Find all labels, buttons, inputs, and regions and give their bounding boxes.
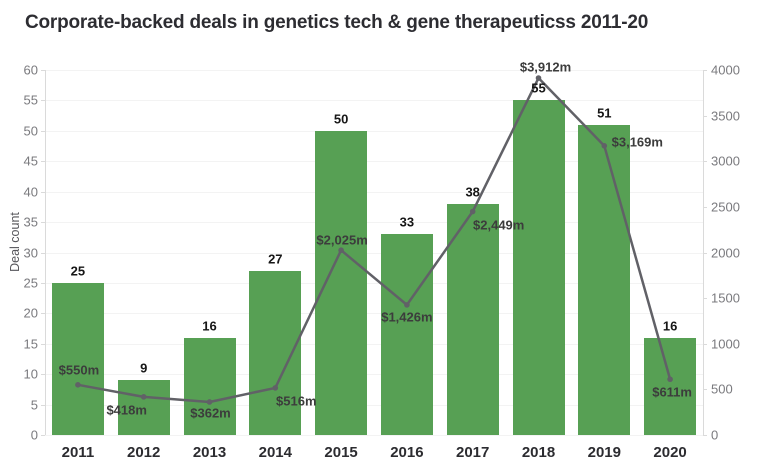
gridline [45,404,703,406]
left-axis-tick-label: 55 [23,92,38,108]
x-axis-tick-label: 2012 [127,444,161,461]
left-axis-tick-label: 0 [30,427,38,443]
deal-count-bar [51,282,104,435]
left-axis-tick-label: 5 [30,397,38,413]
right-axis-tick-label: 2500 [711,199,740,215]
deal-count-label: 16 [662,318,678,334]
x-axis-tick-label: 2011 [61,444,95,461]
deal-value-label: $1,426m [381,309,433,325]
right-axis-tick [703,389,707,391]
right-axis-tick-label: 2000 [711,245,740,260]
left-axis-tick-label: 40 [23,184,38,200]
deal-count-bar [512,100,565,435]
right-axis-line [703,70,704,435]
deal-count-label: 16 [202,318,217,334]
gridline [45,435,703,436]
deal-value-label: $3,912m [519,59,572,75]
left-axis-tick [41,130,45,132]
chart-title: Corporate-backed deals in genetics tech … [25,12,649,33]
deal-count-bar [578,124,631,435]
left-axis-tick [41,404,45,406]
deal-count-bar [315,130,368,435]
right-axis-tick [703,206,707,208]
left-axis-tick-label: 10 [23,366,38,382]
left-axis-tick [41,282,45,284]
left-axis-tick [41,435,45,436]
x-axis-tick-label: 2018 [521,444,556,461]
left-axis-tick [41,100,45,102]
deal-value-label: $550m [58,362,100,378]
x-axis-tick-label: 2017 [456,444,490,461]
deal-count-label: 55 [531,80,546,96]
left-axis-tick-label: 25 [23,275,38,291]
deal-count-label: 27 [268,251,283,267]
deal-count-label: 51 [597,105,612,121]
deal-count-label: 9 [140,360,148,376]
deal-value-label: $2,025m [316,232,368,248]
right-axis-tick [703,161,707,163]
x-axis-tick-label: 2014 [258,444,292,461]
right-axis-tick-label: 500 [711,381,733,397]
x-axis-tick-label: 2016 [390,444,424,461]
right-axis-tick [703,252,707,254]
right-axis-tick [703,298,707,300]
right-axis-tick-label: 3000 [711,153,740,169]
left-axis-tick-label: 35 [23,214,38,230]
deal-value-label: $611m [652,384,692,400]
deal-value-label: $362m [190,405,231,421]
right-axis-tick [703,343,707,345]
left-axis-tick [41,252,45,254]
deal-count-bar [446,203,499,435]
left-axis-tick [41,222,45,224]
x-axis-tick-label: 2020 [653,444,687,461]
left-axis-tick [41,191,45,193]
left-axis-title: Deal count [8,212,22,272]
right-axis-tick-label: 4000 [711,62,740,78]
left-axis-tick-label: 15 [23,336,38,352]
left-axis-tick-label: 30 [23,245,38,260]
x-axis-tick-label: 2013 [192,444,227,461]
deal-value-label: $3,169m [611,134,663,150]
x-axis-tick-label: 2019 [587,444,621,461]
left-axis-tick-label: 45 [23,153,38,169]
right-axis-tick-label: 0 [711,427,719,443]
gridline [45,70,703,71]
left-axis-tick [41,161,45,163]
gridline [45,100,703,102]
deal-count-label: 33 [399,214,415,230]
deal-count-label: 38 [465,184,480,200]
left-axis-tick [41,374,45,376]
right-axis-tick-label: 1000 [711,336,740,352]
left-axis-tick [41,313,45,315]
deal-value-label: $516m [276,393,317,409]
deal-value-label: $418m [106,402,147,418]
left-axis-tick [41,343,45,345]
right-axis-tick [703,115,707,117]
left-axis-tick [41,70,45,71]
deal-count-label: 25 [70,263,86,279]
left-axis-tick-label: 60 [23,62,38,78]
deal-count-label: 50 [333,111,349,127]
x-axis-tick-label: 2015 [324,444,358,461]
deal-count-bar [380,234,433,435]
deal-count-bar [249,270,302,435]
right-axis-tick [703,435,707,436]
left-axis-line [45,70,46,435]
left-axis-tick-label: 50 [23,123,38,139]
right-axis-tick-label: 3500 [711,108,740,124]
deal-value-label: $2,449m [473,217,525,233]
right-axis-tick [703,70,707,71]
right-axis-tick-label: 1500 [711,290,740,306]
left-axis-tick-label: 20 [23,305,38,321]
